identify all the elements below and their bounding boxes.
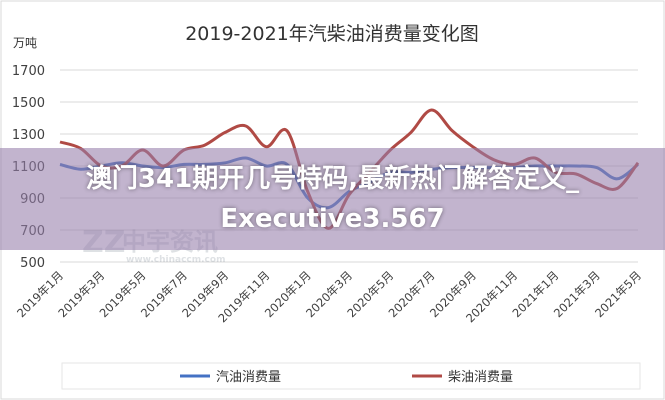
chart-title: 2019-2021年汽柴油消费量变化图 (185, 23, 479, 45)
y-tick-label: 1700 (12, 64, 45, 79)
banner-line-1: 澳门341期开几号特码,最新热门解答定义_ (85, 164, 580, 194)
y-tick-label: 1300 (12, 128, 45, 143)
y-axis-unit: 万吨 (13, 36, 37, 50)
banner-line-2: Executive3.567 (220, 204, 445, 234)
y-tick-label: 1500 (12, 96, 45, 111)
legend-box (61, 362, 641, 390)
watermark-url: www.chinaccm.com (126, 255, 225, 265)
legend-label-diesel: 柴油消费量 (448, 370, 513, 385)
overlay-banner: 澳门341期开几号特码,最新热门解答定义_ Executive3.567 (0, 148, 665, 250)
y-tick-label: 500 (20, 256, 45, 271)
legend-label-gasoline: 汽油消费量 (216, 370, 281, 385)
